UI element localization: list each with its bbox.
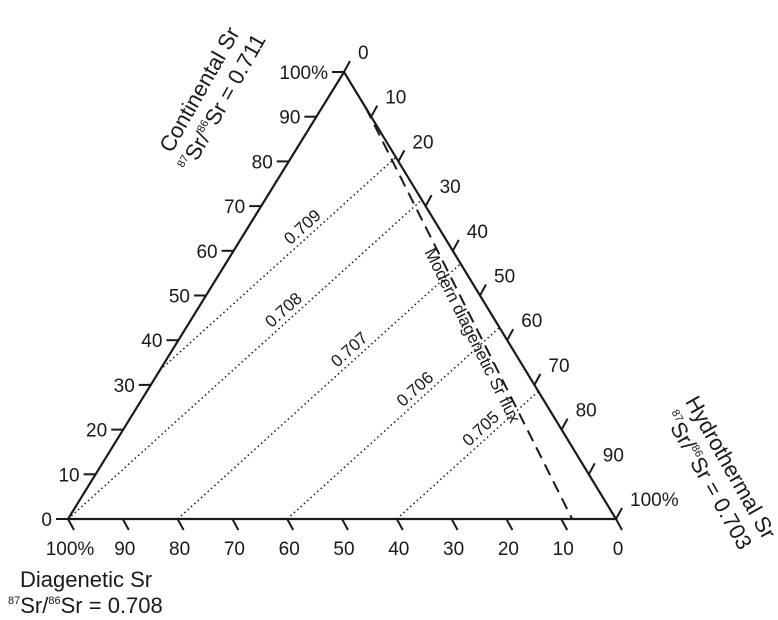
bottom-axis-tick-label: 40 xyxy=(388,539,409,560)
right-axis-tick xyxy=(533,373,542,386)
axis-ticks xyxy=(56,60,623,531)
triangle-axes xyxy=(66,69,618,521)
axis-tick-labels: 0 10 20 30 40 50 60 70 80 90 100% 0 10 20 30 40 50 60 70 80… xyxy=(41,43,678,560)
diagenetic-title-name: Diagenetic Sr xyxy=(20,567,152,592)
right-axis-tick xyxy=(397,149,406,162)
right-axis-tick-label: 60 xyxy=(521,311,542,332)
right-axis-tick xyxy=(560,418,569,431)
left-axis-tick-label: 20 xyxy=(86,421,107,442)
left-axis-tick-label: 60 xyxy=(196,242,217,263)
bottom-axis-tick xyxy=(560,518,569,531)
left-axis-tick-label: 50 xyxy=(169,287,190,308)
bottom-axis-tick-label: 20 xyxy=(498,539,519,560)
bottom-axis-tick-label: 70 xyxy=(224,539,245,560)
isotope-contours xyxy=(67,156,539,520)
right-axis-tick-label: 90 xyxy=(603,445,624,466)
right-axis-tick-label: 40 xyxy=(467,222,488,243)
bottom-axis-tick xyxy=(176,518,185,531)
bottom-axis-tick xyxy=(286,518,295,531)
bottom-axis-tick-label: 30 xyxy=(443,539,464,560)
right-axis-tick xyxy=(615,507,623,520)
isotope-contour-line xyxy=(396,390,539,520)
right-axis-tick-label: 100% xyxy=(630,490,679,511)
bottom-axis-tick xyxy=(121,518,130,531)
bottom-axis-tick-label: 90 xyxy=(114,539,135,560)
diagenetic-title-ratio: 87Sr/86Sr = 0.708 xyxy=(8,593,163,618)
right-axis-tick xyxy=(370,105,379,118)
bottom-axis-tick xyxy=(450,518,459,531)
right-axis-tick-label: 30 xyxy=(440,177,461,198)
left-axis-tick-label: 100% xyxy=(279,63,328,84)
isotope-contour-line xyxy=(67,199,423,520)
right-axis-tick xyxy=(506,328,515,341)
right-axis-tick xyxy=(587,462,596,475)
left-axis-tick-label: 30 xyxy=(114,376,135,397)
bottom-axis-tick-label: 0 xyxy=(613,539,624,560)
bottom-axis-tick xyxy=(67,518,75,531)
bottom-axis-tick xyxy=(615,518,623,531)
left-axis-tick-label: 40 xyxy=(141,331,162,352)
triangle-outline xyxy=(66,69,618,521)
left-axis-tick-label: 0 xyxy=(41,510,52,531)
bottom-axis-tick-label: 60 xyxy=(279,539,300,560)
right-axis-tick xyxy=(451,239,460,252)
modern-flux-dashed-line xyxy=(364,107,574,520)
right-axis-tick-label: 70 xyxy=(548,356,569,377)
right-axis-tick-label: 0 xyxy=(358,43,369,64)
left-axis-tick-label: 90 xyxy=(279,108,300,129)
bottom-axis-tick xyxy=(505,518,514,531)
isotope-contour-line xyxy=(177,263,462,520)
left-axis-tick-label: 10 xyxy=(58,465,79,486)
bottom-axis-tick-label: 80 xyxy=(169,539,190,560)
bottom-axis-tick-label: 100% xyxy=(46,539,95,560)
left-axis-tick-label: 70 xyxy=(224,197,245,218)
continental-title: Continental Sr 87Sr/86Sr = 0.711 xyxy=(154,23,270,170)
bottom-axis-tick xyxy=(395,518,404,531)
isotope-contour-line xyxy=(286,326,500,520)
isotope-contour-label: 0.709 xyxy=(280,206,324,249)
right-axis-tick xyxy=(343,60,351,73)
right-axis-tick xyxy=(479,284,487,296)
right-axis-tick-label: 10 xyxy=(385,88,406,109)
modern-flux-line xyxy=(364,107,574,520)
bottom-axis-tick xyxy=(341,518,349,531)
right-axis-tick-label: 50 xyxy=(494,267,515,288)
right-axis-tick-label: 80 xyxy=(576,401,597,422)
left-axis-tick-label: 80 xyxy=(252,152,273,173)
bottom-axis-tick xyxy=(231,518,240,531)
hydrothermal-title: Hydrothermal Sr 87Sr/86Sr = 0.703 xyxy=(665,392,778,554)
isotope-contour-line xyxy=(159,156,397,371)
bottom-axis-tick-label: 50 xyxy=(333,539,354,560)
right-axis-tick-label: 20 xyxy=(412,132,433,153)
bottom-axis-tick-label: 10 xyxy=(553,539,574,560)
right-axis-tick xyxy=(424,194,433,207)
